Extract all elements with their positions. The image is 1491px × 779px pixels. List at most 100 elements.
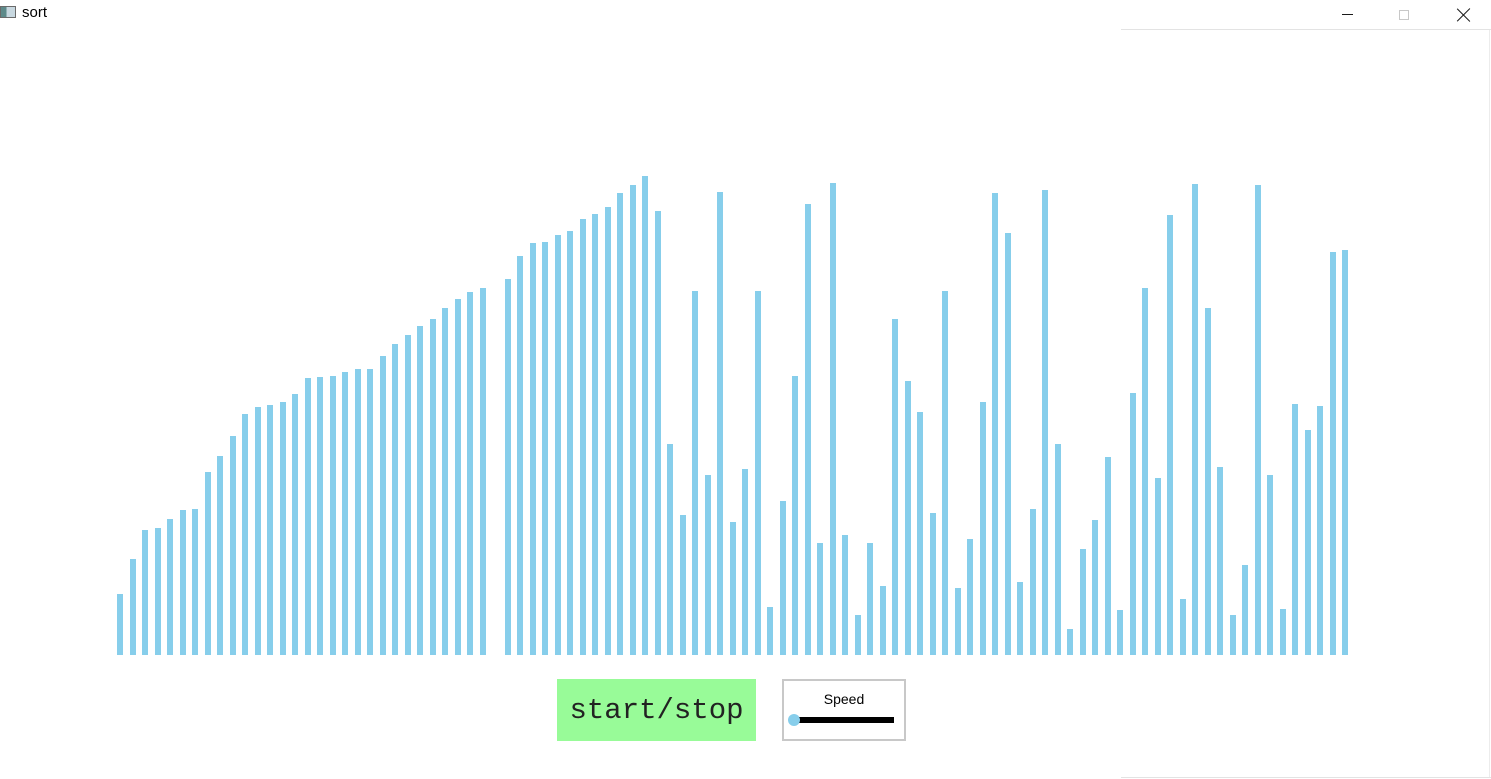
sort-bar [1029, 509, 1036, 655]
sort-bar [342, 372, 348, 655]
sort-bar [279, 402, 286, 655]
sort-bar [292, 394, 298, 655]
sort-bar [617, 193, 623, 655]
minimize-button[interactable] [1324, 0, 1370, 29]
sort-bar [1267, 475, 1273, 655]
sort-bar [967, 539, 973, 655]
sort-bar [942, 291, 948, 655]
sort-bar [517, 256, 523, 655]
sort-bar [604, 207, 611, 655]
sort-bar [317, 377, 323, 655]
sort-bar [229, 436, 236, 655]
sort-bar [792, 376, 798, 655]
sort-bar [1279, 609, 1286, 655]
title-bar-divider [1121, 29, 1491, 30]
window-app-icon [0, 6, 16, 18]
sort-bar [554, 235, 561, 655]
sort-bar [717, 192, 723, 655]
sort-bar [129, 559, 136, 655]
sort-bar [1329, 252, 1336, 655]
sort-bar [917, 412, 923, 655]
window-bottom-edge [1121, 777, 1491, 778]
sort-bar [404, 335, 411, 655]
window-edge [1489, 30, 1490, 777]
sort-bar [217, 456, 223, 655]
sort-bar [629, 185, 636, 655]
sort-bar [1229, 615, 1236, 655]
minimize-icon [1341, 14, 1353, 15]
sort-bar [1104, 457, 1111, 655]
sort-bar [142, 530, 148, 655]
sort-bar [267, 405, 273, 655]
sort-bar [1179, 599, 1186, 655]
sort-bar [1317, 406, 1323, 655]
title-bar: sort [0, 0, 1491, 30]
sort-bar [192, 509, 198, 655]
sort-bar [529, 243, 536, 655]
sort-bar [854, 615, 861, 655]
sort-bar [242, 414, 248, 655]
sort-bar [1017, 582, 1023, 655]
sort-bar [479, 288, 486, 655]
sort-bar [1117, 610, 1123, 655]
sort-bar [704, 475, 711, 655]
sort-bar [1042, 190, 1048, 655]
sort-bar [1067, 629, 1073, 655]
sort-bar [579, 219, 586, 655]
maximize-icon [1399, 9, 1409, 20]
sort-bar [829, 183, 836, 655]
sort-bar [892, 319, 898, 655]
sort-bar [904, 381, 911, 655]
sort-bar [692, 291, 698, 655]
sort-bar [204, 472, 211, 655]
sort-bar [417, 326, 423, 655]
sort-bar [1204, 308, 1211, 655]
sort-bar [542, 242, 548, 655]
sort-bar [167, 519, 173, 655]
sort-bar [567, 231, 573, 655]
sort-bar [1292, 404, 1298, 655]
sort-bar [842, 535, 848, 655]
sort-bar [1079, 549, 1086, 655]
sort-bar [454, 299, 461, 655]
sort-bar [504, 279, 511, 655]
sort-bar [879, 586, 886, 655]
sort-bar [804, 204, 811, 655]
speed-control: Speed [782, 679, 906, 741]
sort-bar [354, 369, 361, 655]
sort-bar [742, 469, 748, 655]
sort-bar [1342, 250, 1348, 655]
sort-bar [979, 402, 986, 655]
sort-bar [767, 607, 773, 655]
sort-bar [304, 378, 311, 655]
speed-slider-thumb[interactable] [788, 714, 800, 726]
sort-bar [254, 407, 261, 655]
sort-bar [992, 193, 998, 655]
speed-label: Speed [823, 691, 865, 707]
sort-bar [379, 356, 386, 655]
sort-bar [1092, 520, 1098, 655]
sort-bar [1192, 184, 1198, 655]
maximize-button[interactable] [1381, 0, 1427, 29]
sort-bar [929, 513, 936, 655]
sort-bar [429, 319, 436, 655]
sort-bar [954, 588, 961, 655]
sort-bar [817, 543, 823, 655]
sort-bar [667, 444, 673, 655]
speed-slider-track[interactable] [794, 717, 894, 723]
window-title: sort [22, 4, 48, 21]
sort-bar [654, 211, 661, 655]
sort-bar [1004, 233, 1011, 655]
sort-bar [1167, 215, 1173, 655]
sort-bar [154, 528, 161, 655]
start-stop-button[interactable]: start/stop [557, 679, 756, 741]
sort-bar [1154, 478, 1161, 655]
sort-bar [867, 543, 873, 655]
sort-bar [1142, 288, 1148, 655]
sort-bar [442, 308, 448, 655]
sort-bar [1054, 444, 1061, 655]
sort-bar [779, 501, 786, 655]
sort-bar [367, 369, 373, 655]
